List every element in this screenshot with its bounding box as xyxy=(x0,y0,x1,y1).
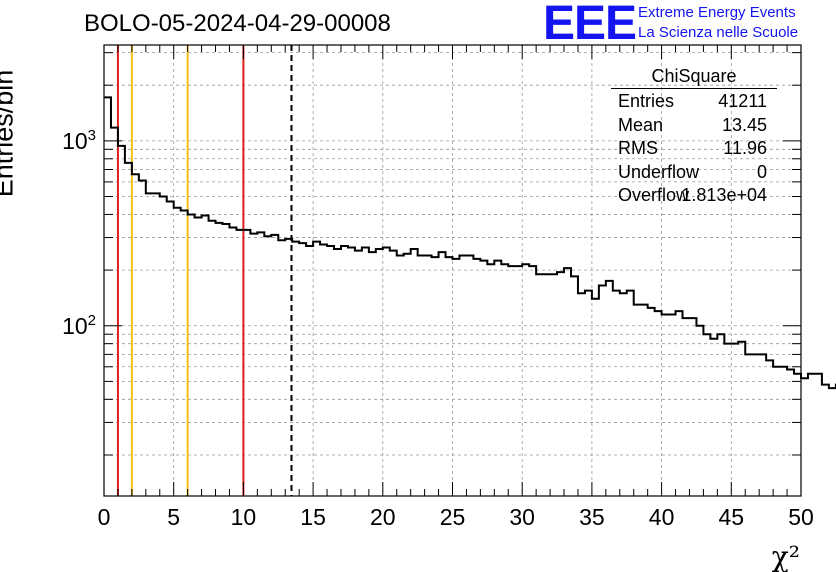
plot-title: BOLO-05-2024-04-29-00008 xyxy=(84,10,391,37)
y-tick-exponent: 3 xyxy=(88,127,96,144)
eee-logo-line-1: Extreme Energy Events xyxy=(638,4,796,21)
y-axis-label: Entries/bin xyxy=(0,69,19,198)
y-tick-label: 102 xyxy=(62,312,96,339)
y-tick-exponent: 2 xyxy=(88,312,96,329)
x-tick-label: 45 xyxy=(719,504,745,530)
eee-logo-line-2: La Scienza nelle Scuole xyxy=(638,24,799,41)
stats-value: 11.96 xyxy=(723,138,767,158)
stats-title: ChiSquare xyxy=(611,66,777,89)
stats-name: Entries xyxy=(618,91,675,111)
x-axis-label: χ² xyxy=(772,540,800,572)
stats-name: Overflow xyxy=(618,185,690,205)
stats-value: 41211 xyxy=(718,91,767,111)
stats-row-mean: Mean 13.45 xyxy=(611,115,777,139)
eee-logo: EEE xyxy=(543,0,637,50)
stats-row-underflow: Underflow 0 xyxy=(611,162,777,186)
stats-value: 1.813e+04 xyxy=(681,185,767,205)
stats-box: ChiSquare Entries 41211 Mean 13.45 RMS 1… xyxy=(611,66,777,209)
x-tick-label: 30 xyxy=(509,504,535,530)
stats-value: 0 xyxy=(756,161,767,182)
histogram-series xyxy=(104,96,836,390)
x-tick-label: 40 xyxy=(649,504,675,530)
stats-name: RMS xyxy=(618,138,658,158)
stats-value: 13.45 xyxy=(721,114,767,135)
x-tick-label: 20 xyxy=(370,504,396,530)
y-tick-label: 103 xyxy=(62,127,96,154)
x-tick-label: 15 xyxy=(300,504,326,530)
x-tick-label: 5 xyxy=(167,504,180,530)
stats-row-entries: Entries 41211 xyxy=(611,91,777,115)
stats-name: Underflow xyxy=(618,161,700,182)
x-tick-label: 50 xyxy=(788,504,814,530)
x-tick-label: 35 xyxy=(579,504,605,530)
stats-row-overflow: Overflow 1.813e+04 xyxy=(611,185,777,209)
x-tick-label: 0 xyxy=(98,504,111,530)
x-tick-label: 10 xyxy=(231,504,257,530)
x-tick-label: 25 xyxy=(440,504,466,530)
stats-name: Mean xyxy=(618,114,664,135)
stats-row-rms: RMS 11.96 xyxy=(611,138,777,162)
